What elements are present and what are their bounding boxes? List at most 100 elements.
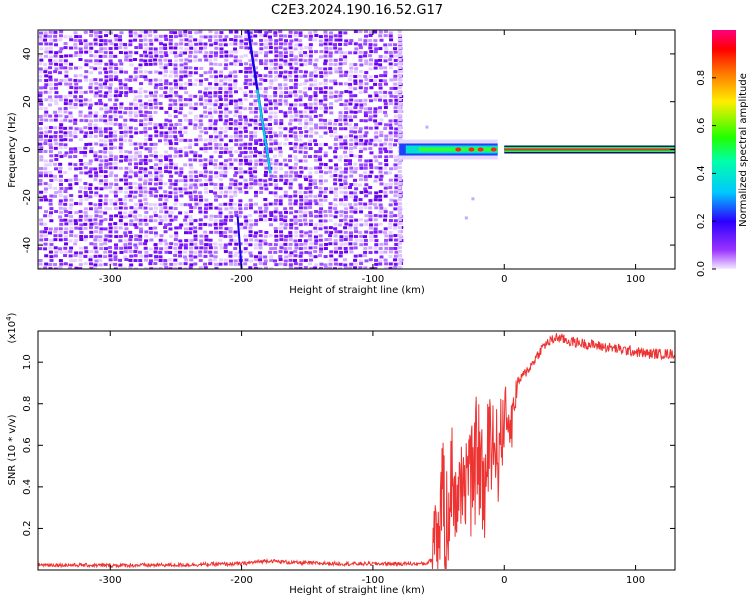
heatmap-cell: [123, 174, 128, 178]
heatmap-cell: [53, 238, 58, 242]
heatmap-cell: [73, 254, 78, 258]
heatmap-cell: [184, 239, 189, 243]
heatmap-cell: [119, 91, 124, 95]
heatmap-cell: [173, 191, 178, 195]
heatmap-cell: [138, 199, 143, 203]
heatmap-cell: [238, 118, 243, 122]
heatmap-cell: [289, 170, 294, 174]
heatmap-cell: [313, 83, 318, 87]
x-tick-label: 0: [501, 575, 507, 586]
heatmap-cell: [279, 238, 284, 242]
heatmap-cell: [178, 83, 183, 87]
heatmap-cell: [183, 267, 188, 269]
heatmap-cell: [338, 174, 343, 178]
heatmap-cell: [303, 74, 308, 78]
heatmap-cell: [58, 202, 63, 206]
heatmap-cell: [208, 223, 213, 227]
heatmap-cell: [218, 243, 223, 247]
heatmap-cell: [179, 75, 184, 79]
heatmap-cell: [133, 58, 138, 62]
heatmap-cell: [94, 86, 99, 90]
heatmap-cell: [84, 218, 89, 222]
heatmap-cell: [184, 91, 189, 95]
heatmap-cell: [164, 210, 169, 214]
heatmap-cell: [113, 63, 118, 67]
heatmap-cell: [394, 186, 399, 190]
heatmap-cell: [364, 194, 369, 198]
heatmap-cell: [338, 254, 343, 258]
heatmap-cell: [224, 126, 229, 130]
heatmap-cell: [194, 138, 199, 142]
heatmap-cell: [163, 34, 168, 38]
heatmap-cell: [384, 134, 389, 138]
heatmap-cell: [308, 102, 313, 106]
heatmap-cell: [84, 43, 89, 47]
heatmap-cell: [253, 126, 258, 130]
heatmap-cell: [48, 90, 53, 94]
heatmap-cell: [173, 166, 178, 170]
heatmap-cell: [374, 258, 379, 262]
heatmap-cell: [269, 211, 274, 215]
heatmap-cell: [303, 175, 308, 179]
heatmap-cell: [283, 190, 288, 194]
heatmap-cell: [149, 142, 154, 146]
heatmap-cell: [58, 110, 63, 114]
heatmap-cell: [43, 70, 48, 74]
heatmap-cell: [354, 187, 359, 191]
heatmap-cell: [198, 195, 203, 199]
heatmap-cell: [128, 106, 133, 110]
heatmap-cell: [343, 159, 348, 163]
heatmap-cell: [393, 106, 398, 110]
heatmap-cell: [143, 106, 148, 110]
heatmap-cell: [158, 123, 163, 127]
heatmap-cell: [309, 50, 314, 54]
heatmap-cell: [334, 146, 339, 150]
heatmap-cell: [88, 106, 93, 110]
heatmap-cell: [293, 146, 298, 150]
heatmap-cell: [43, 167, 48, 171]
heatmap-cell: [188, 246, 193, 250]
heatmap-cell: [293, 107, 298, 111]
heatmap-cell: [258, 82, 263, 86]
heatmap-cell: [288, 166, 293, 170]
heatmap-cell: [278, 51, 283, 55]
heatmap-cell: [208, 142, 213, 146]
heatmap-cell: [254, 71, 259, 75]
heatmap-cell: [303, 54, 308, 58]
heatmap-cell: [49, 194, 54, 198]
heatmap-cell: [379, 250, 384, 254]
heatmap-cell: [59, 54, 64, 58]
heatmap-cell: [384, 246, 389, 250]
heatmap-cell: [288, 266, 293, 269]
heatmap-cell: [283, 158, 288, 162]
heatmap-cell: [48, 71, 53, 75]
heatmap-cell: [43, 159, 48, 163]
heatmap-cell: [304, 46, 309, 50]
heatmap-cell: [358, 30, 363, 34]
heatmap-cell: [244, 203, 249, 207]
heatmap-cell: [203, 170, 208, 174]
heatmap-cell: [288, 30, 293, 34]
heatmap-cell: [293, 254, 298, 258]
heatmap-cell: [248, 243, 253, 247]
heatmap-cell: [128, 34, 133, 38]
heatmap-cell: [397, 266, 402, 269]
heatmap-cell: [223, 82, 228, 86]
heatmap-cell: [179, 67, 184, 71]
heatmap-cell: [344, 99, 349, 103]
heatmap-cell: [283, 83, 288, 87]
heatmap-cell: [303, 94, 308, 98]
heatmap-cell: [74, 35, 79, 39]
heatmap-cell: [99, 159, 104, 163]
heatmap-cell: [163, 262, 168, 266]
heatmap-cell: [333, 58, 338, 62]
heatmap-cell: [69, 62, 74, 66]
heatmap-cell: [128, 39, 133, 43]
heatmap-cell: [393, 70, 398, 74]
heatmap-cell: [134, 34, 139, 38]
heatmap-cell: [289, 54, 294, 58]
heatmap-cell: [358, 70, 363, 74]
heatmap-cell: [273, 91, 278, 95]
heatmap-cell: [208, 91, 213, 95]
heatmap-cell: [188, 82, 193, 86]
